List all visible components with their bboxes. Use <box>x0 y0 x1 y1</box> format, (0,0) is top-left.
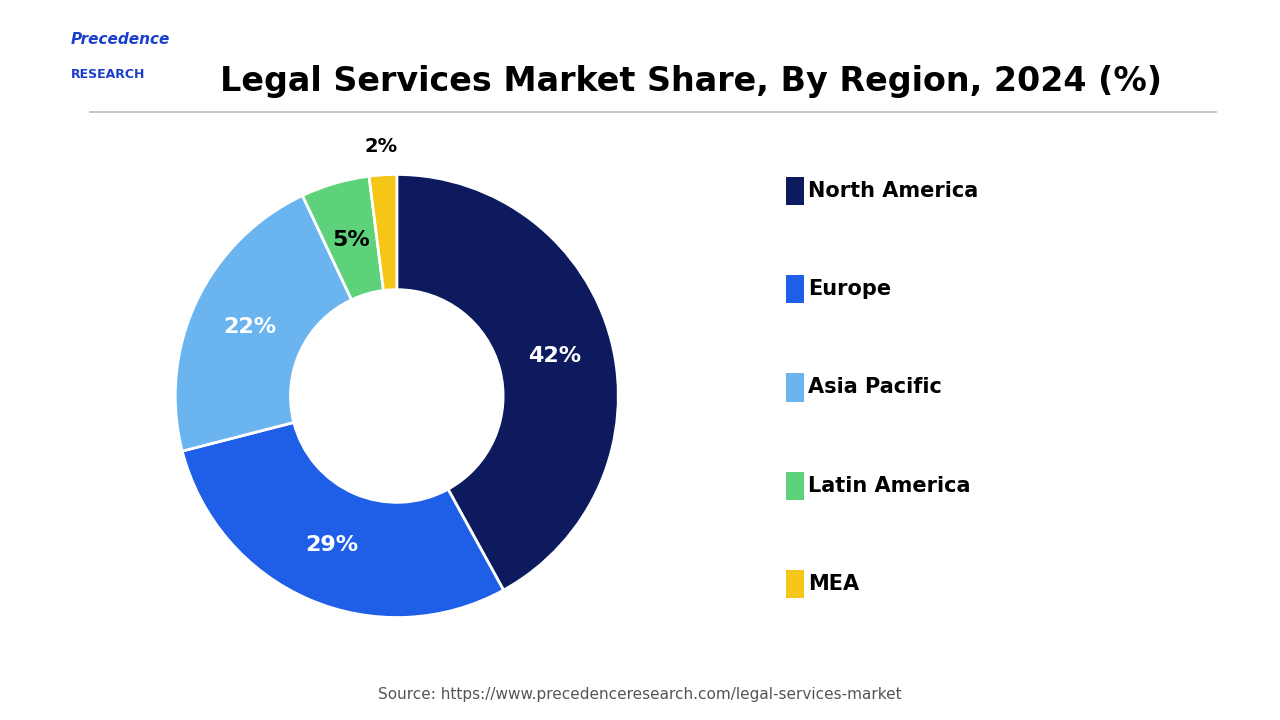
Text: 42%: 42% <box>527 346 581 366</box>
Text: Legal Services Market Share, By Region, 2024 (%): Legal Services Market Share, By Region, … <box>220 65 1162 98</box>
Text: Europe: Europe <box>808 279 891 299</box>
Text: Precedence: Precedence <box>70 32 170 48</box>
Wedge shape <box>369 174 397 290</box>
Bar <box>786 176 804 205</box>
Wedge shape <box>302 176 384 300</box>
Text: 5%: 5% <box>333 230 370 250</box>
Text: Source: https://www.precedenceresearch.com/legal-services-market: Source: https://www.precedenceresearch.c… <box>378 687 902 702</box>
Text: Asia Pacific: Asia Pacific <box>808 377 942 397</box>
Bar <box>786 472 804 500</box>
Text: North America: North America <box>808 181 978 201</box>
Text: Latin America: Latin America <box>808 476 970 495</box>
Text: 22%: 22% <box>223 317 276 337</box>
Wedge shape <box>182 423 503 618</box>
Wedge shape <box>175 196 352 451</box>
Bar <box>786 373 804 402</box>
Bar <box>786 275 804 303</box>
Text: MEA: MEA <box>808 574 859 594</box>
Text: RESEARCH: RESEARCH <box>70 68 145 81</box>
Text: 29%: 29% <box>306 536 358 555</box>
Wedge shape <box>397 174 618 590</box>
Bar <box>786 570 804 598</box>
Text: 2%: 2% <box>365 137 398 156</box>
